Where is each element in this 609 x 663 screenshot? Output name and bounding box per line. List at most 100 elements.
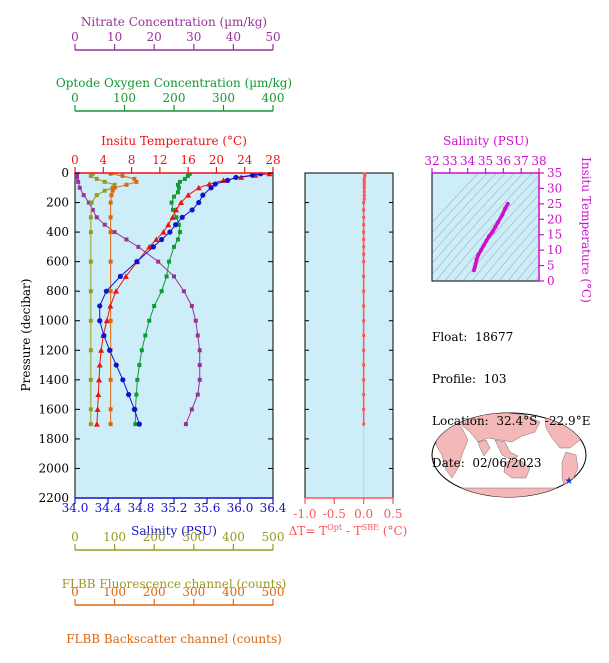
nitrate-point — [156, 259, 161, 264]
dt-point — [362, 215, 366, 219]
dt-point — [362, 197, 366, 201]
temperature-point — [266, 173, 273, 177]
ts-temperature-tick-label: 25 — [547, 197, 562, 211]
salinity-point — [173, 222, 179, 228]
oxygen-point — [143, 333, 148, 338]
ts-point — [500, 212, 505, 217]
nitrate-axis-tick-label: 0 — [71, 30, 79, 44]
dt-point — [362, 363, 366, 367]
temperature-axis-tick-label: 8 — [128, 153, 136, 167]
salinity-point — [134, 259, 140, 265]
fluorescence-point — [88, 230, 93, 235]
ts-salinity-axis-label: Salinity (PSU) — [443, 134, 529, 148]
fluorescence-axis-tick-label: 500 — [262, 530, 285, 544]
nitrate-axis-tick-label: 50 — [265, 30, 280, 44]
ts-point — [490, 229, 495, 234]
ts-temperature-tick-label: 15 — [547, 228, 562, 242]
ts-density-contour — [471, 203, 539, 281]
salinity-axis-tick-label: 35.2 — [161, 501, 188, 515]
nitrate-point — [81, 193, 86, 198]
backscatter-axis-tick-label: 100 — [103, 585, 126, 599]
ts-temperature-tick-label: 5 — [547, 259, 555, 273]
pressure-axis-label: Pressure (decibar) — [19, 279, 33, 392]
fluorescence-point — [94, 176, 99, 181]
fluorescence-axis-tick-label: 200 — [143, 530, 166, 544]
backscatter-point — [108, 289, 113, 294]
temperature-axis-tick-label: 24 — [237, 153, 253, 167]
temperature-point — [122, 273, 129, 279]
nitrate-point — [75, 175, 79, 180]
ts-density-contour — [516, 254, 539, 281]
pressure-tick-label: 400 — [46, 225, 69, 239]
ts-density-contour — [432, 173, 497, 244]
backscatter-axis-tick-label: 200 — [143, 585, 166, 599]
salinity-axis-tick-label: 36.4 — [260, 501, 287, 515]
dt-point — [362, 201, 366, 205]
dt-point — [362, 237, 366, 241]
ts-density-contour — [507, 243, 539, 281]
pressure-tick-label: 0 — [61, 166, 69, 180]
fluorescence-axis-tick-label: 0 — [71, 530, 79, 544]
backscatter-axis-tick-label: 500 — [262, 585, 285, 599]
map-australia — [503, 459, 531, 479]
salinity-point — [196, 199, 202, 206]
nitrate-point — [136, 244, 141, 249]
nitrate-point — [112, 230, 117, 235]
ts-point — [505, 201, 510, 206]
nitrate-point — [90, 207, 95, 212]
backscatter-point — [112, 185, 117, 190]
backscatter-axis: 0 100 200 300 400 500 — [71, 585, 285, 606]
temperature-point — [178, 199, 185, 206]
ts-density-contour — [534, 275, 539, 281]
dt-axis-tick-label: 0.5 — [383, 507, 402, 521]
temperature-axis-tick-label: 12 — [152, 153, 167, 167]
dt-point — [362, 334, 366, 337]
nitrate-point — [195, 333, 200, 338]
ts-density-contour — [432, 173, 524, 276]
pressure-tick-label: 200 — [46, 196, 69, 210]
ts-density-contour — [432, 173, 506, 254]
salinity-point — [225, 177, 231, 183]
ts-point — [474, 257, 479, 262]
temperature-axis-tick-label: 0 — [71, 153, 79, 167]
ts-salinity-tick-label: 37 — [514, 154, 529, 168]
dt-point — [363, 172, 367, 176]
ts-point — [476, 252, 481, 257]
fluorescence-point — [88, 289, 93, 294]
salinity-point — [131, 406, 137, 412]
nitrate-point — [195, 392, 200, 397]
dt-point — [362, 193, 366, 197]
ts-temperature-tick-label: 30 — [547, 181, 562, 195]
pressure-tick-label: 800 — [46, 284, 69, 298]
oxygen-point — [176, 222, 181, 227]
ts-density-contours — [432, 173, 539, 281]
salinity-point — [200, 192, 206, 198]
temperature-point — [113, 288, 120, 294]
fluorescence-axis-tick-label: 400 — [222, 530, 245, 544]
oxygen-axis-tick-label: 0 — [71, 91, 79, 105]
oxygen-point — [176, 185, 181, 190]
float-location-marker: ★ — [565, 476, 574, 487]
fluorescence-point — [102, 179, 107, 184]
salinity-axis-tick-label: 34.4 — [95, 501, 122, 515]
fluorescence-axis-tick-label: 300 — [182, 530, 205, 544]
salinity-axis: 34.0 34.4 34.8 35.2 35.6 36.0 36.4 — [62, 497, 287, 515]
backscatter-point — [132, 176, 137, 181]
temperature-point — [195, 184, 202, 191]
ts-density-contour — [453, 184, 539, 281]
ts-temperature-tick-label: 20 — [547, 212, 562, 226]
map-africa — [435, 419, 469, 479]
salinity-point — [258, 173, 264, 177]
ts-point — [473, 262, 478, 267]
dt-point — [362, 260, 366, 264]
nitrate-point — [193, 318, 198, 323]
profile-number: Profile: 103 — [432, 372, 507, 386]
oxygen-point — [185, 173, 190, 178]
dt-point — [362, 208, 366, 212]
dt-point — [362, 177, 366, 181]
ts-point — [471, 268, 476, 273]
fluorescence-point — [88, 407, 93, 412]
ts-point — [472, 265, 477, 270]
pressure-axis: 0 200 400 600 800 1000 1200 1400 1600 1800 2000 220… — [38, 166, 273, 505]
oxygen-point — [172, 194, 176, 199]
